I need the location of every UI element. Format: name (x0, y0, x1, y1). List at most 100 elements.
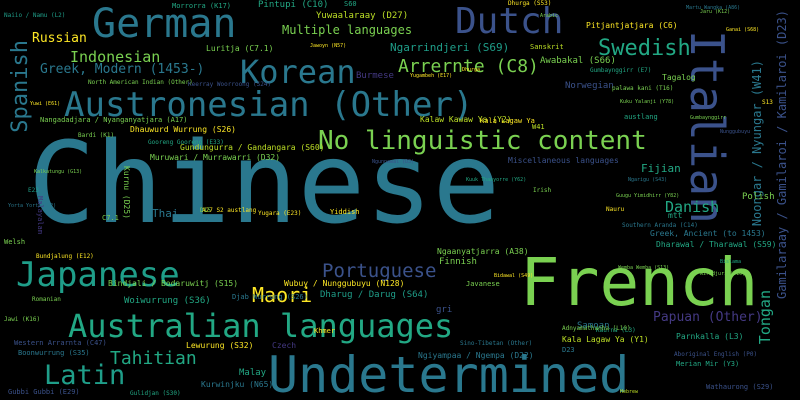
word-austronesian-other: Austronesian (Other) (64, 85, 474, 125)
word-ganai: Ganai (S68) (726, 27, 760, 33)
word-parnkalla: Parnkalla (L3) (676, 332, 744, 341)
word-russian: Russian (32, 31, 87, 46)
word-jaru: Jaru (K12) (700, 9, 731, 15)
word-c71: C7.1 (102, 214, 119, 222)
word-fijian: Fijian (641, 162, 681, 175)
word-danish: Danish (665, 198, 720, 216)
word-martu: Martu Wangka (A86) (686, 5, 741, 11)
word-burmese: Burmese (356, 71, 394, 81)
word-e23: E23 (28, 187, 39, 194)
word-bidawal: Bidawal (S49) (494, 273, 534, 279)
word-nangadadjara: Nangadadjara / Nyanganyatjara (A17) (40, 116, 188, 124)
word-bindjali: Bindjali / Bodaruwitj (S15) (108, 279, 239, 288)
word-norwegian: Norwegian (565, 81, 614, 91)
word-kalkatungu: Kalkatungu (G13) (34, 169, 83, 175)
word-dhurga: Dhurga (S53) (508, 0, 552, 7)
word-japanese: Japanese (16, 255, 180, 295)
word-kuuk: Kuuk Thaayorre (Y62) (466, 177, 527, 183)
word-wubuy: Wubuy / Nunggubuyu (N128) (284, 279, 405, 288)
word-thai: Thai (152, 207, 179, 220)
word-yugara: Yugara (E23) (258, 210, 302, 217)
word-awabakal: Awabakal (S66) (540, 56, 616, 66)
word-gumbaynggirr-small: Gumbaynggirr (690, 115, 727, 121)
word-irish: Irish (533, 187, 552, 194)
word-western-arrarnta: Western Arrarnta (C47) (14, 339, 107, 347)
word-greek-modern: Greek, Modern (1453-) (40, 62, 205, 77)
word-nauru: Nauru (606, 206, 625, 213)
word-s13: S13 (762, 99, 773, 106)
word-dhurga2: Dhurga (462, 67, 481, 73)
word-undetermined: Undetermined (268, 346, 630, 400)
word-arrernte: Arrernte (C8) (398, 56, 539, 77)
word-kerrray: Keerray Woorroong (S24) (188, 81, 272, 88)
word-french: French (520, 244, 759, 321)
word-bundjalung: Bundjalung (E12) (36, 253, 94, 260)
word-czech: Czech (272, 341, 297, 350)
word-w41: W41 (532, 123, 545, 131)
word-no-linguistic-content: No linguistic content (318, 126, 647, 156)
word-nunggubuyu: Nunggubuyu (720, 129, 751, 135)
word-papuan-other: Papuan (Other) (653, 310, 763, 325)
word-dhauwurd: Dhauwurd Wurrung (S26) (130, 125, 236, 134)
word-dutch: Dutch (455, 1, 564, 42)
word-ngunnawal: Ngunnawal (D3) (372, 159, 415, 165)
word-pitjantjatjara: Pitjantjatjara (C6) (586, 21, 678, 30)
word-greek-ancient: Greek, Ancient (to 1453) (650, 229, 766, 238)
word-indonesian: Indonesian (70, 48, 161, 66)
word-a27: A27 S2 austlang (202, 207, 257, 214)
word-tagalog: Tagalog (662, 73, 696, 82)
word-d23: D23 (562, 346, 575, 354)
word-kuku-yalanji: Kuku Yalanji (Y78) (620, 99, 675, 105)
word-ngarigu: Ngarigu (S43) (628, 177, 668, 183)
word-gubbi: Gubbi Gubbi (E29) (8, 388, 80, 396)
word-samoan: Samoan (577, 321, 610, 331)
word-wathaurong: Wathaurong (S29) (706, 383, 774, 391)
word-austlang: austlang (624, 113, 658, 121)
word-lewurung: Lewurung (S32) (186, 341, 254, 350)
word-merian-mir: Merian Mir (Y3) (676, 360, 740, 368)
word-aboriginal-english: Aboriginal English (P0) (674, 351, 758, 358)
word-maori: Maori (252, 283, 313, 307)
word-kurnu: Kurnu (D25) (122, 166, 131, 219)
word-woiwurrung: Woiwurrung (S36) (124, 296, 211, 306)
word-finnish: Finnish (439, 257, 477, 267)
word-dharug: Dharug / Darug (S64) (320, 290, 429, 300)
word-north-american: North American Indian (Other) (88, 79, 193, 86)
word-romanian: Romanian (32, 296, 61, 303)
word-polish: Polish (742, 192, 775, 202)
word-muruwari: Muruwari / Murrawarri (D32) (150, 153, 281, 162)
word-yugambeh: Yugambeh (E17) (410, 73, 453, 79)
word-misc-languages: Miscellaneous languages (508, 156, 619, 165)
word-mtt: mtt (668, 211, 683, 220)
word-bardi: Bardi (K1) (78, 132, 115, 139)
word-spanish: Spanish (8, 40, 33, 133)
word-welsh: Welsh (4, 238, 26, 246)
word-gumbaynggirr: Gumbaynggirr (E7) (590, 67, 652, 74)
word-sino-tibetan: Sino-Tibetan (Other) (460, 340, 533, 347)
word-wemba: Wemba Wemba (S13) (618, 265, 670, 271)
word-jawi: Jawi (K16) (4, 316, 41, 323)
word-jawoyn: Jawoyn (N57) (310, 43, 347, 49)
word-tahitian: Tahitian (110, 348, 197, 369)
word-guugu: Guugu Yimidhirr (Y82) (616, 193, 680, 199)
word-palawa-kani: palawa kani (T16) (612, 85, 674, 92)
word-italian: Italian (680, 30, 734, 224)
word-hebrew: Hebrew (620, 389, 639, 395)
word-swedish: Swedish (598, 36, 691, 61)
word-ngarrindjeri: Ngarrindjeri (S69) (390, 41, 510, 54)
word-kala-lagaw-small: Kala Lagaw Ya (480, 117, 535, 125)
word-korean: Korean (240, 53, 356, 91)
word-multiple-languages: Multiple languages (282, 23, 413, 37)
word-morrorra: Morrorra (K17) (172, 2, 232, 10)
word-chinese: Chinese (28, 119, 501, 249)
word-australian-languages: Australian languages (68, 307, 454, 345)
word-javanese: Javanese (466, 280, 500, 288)
word-d15: D15 (200, 207, 211, 214)
word-gooreng: Gooreng Gooreng (E33) (148, 139, 224, 146)
word-s60: S60 (344, 0, 357, 8)
word-southern-aranda: Southern Aranda (C14) (622, 222, 698, 229)
word-wiradjuri: Wiradjuri (D10) (700, 271, 746, 277)
word-gri: gri (436, 305, 453, 315)
word-kalaw-kawaw: Kalaw Kawaw Ya (Y2) (420, 115, 512, 124)
